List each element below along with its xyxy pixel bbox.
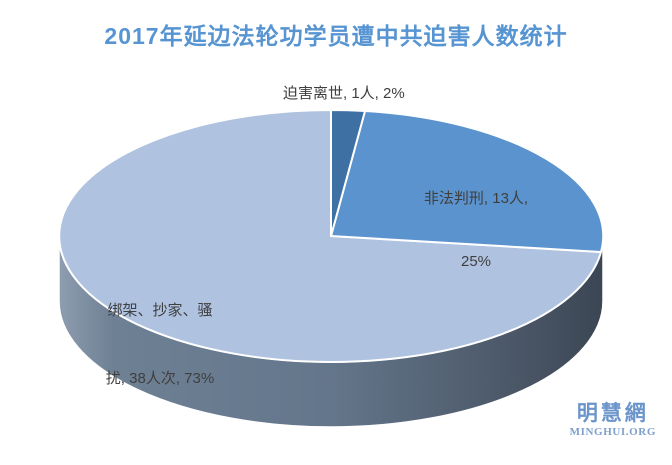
slice-label-kidnap-line1: 绑架、抄家、骚 <box>107 302 213 319</box>
slice-label-sentenced-line1: 非法判刑, 13人, <box>423 190 529 207</box>
pie-slice-death <box>330 109 366 237</box>
slice-label-death: 迫害离世, 1人, 2% <box>283 85 405 102</box>
chart-title: 2017年延边法轮功学员遭中共迫害人数统计 <box>104 23 568 49</box>
minghui-logo: 明慧網 MINGHUI.ORG <box>570 401 656 439</box>
slice-label-kidnap: 绑架、抄家、骚 扰, 38人次, 73% <box>88 255 232 435</box>
slice-label-sentenced-line2: 25% <box>460 253 492 270</box>
slice-label-sentenced: 非法判刑, 13人, 25% <box>408 146 544 314</box>
slice-label-kidnap-line2: 扰, 38人次, 73% <box>105 369 215 387</box>
pie-slice-sentenced <box>330 110 605 253</box>
minghui-logo-url: MINGHUI.ORG <box>569 426 656 438</box>
minghui-logo-cjk: 明慧網 <box>576 402 649 425</box>
